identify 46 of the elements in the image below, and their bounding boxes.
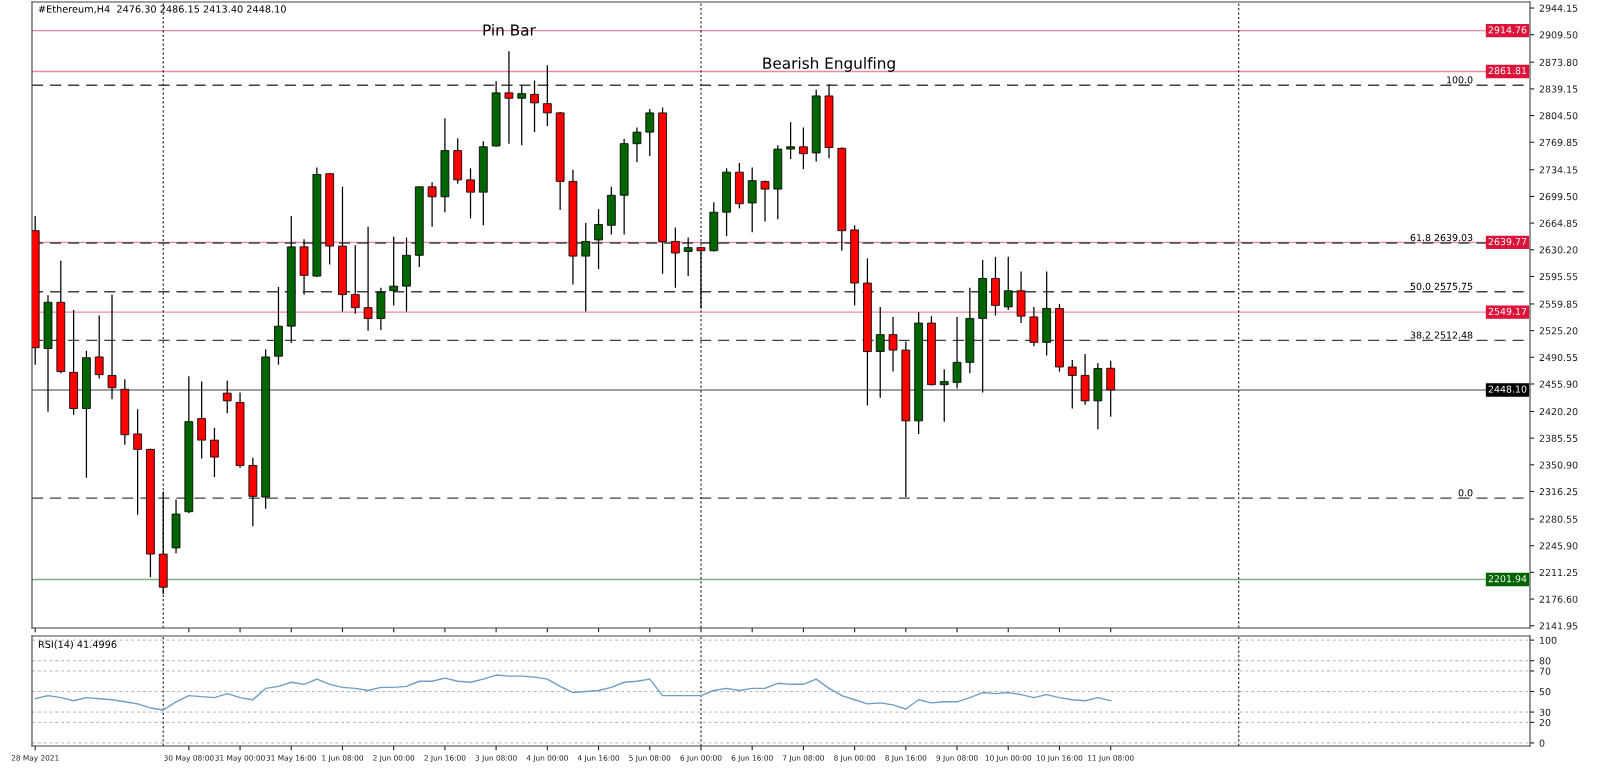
y-tick-label: 50	[1539, 688, 1551, 696]
y-tick-label: 2559.85	[1539, 300, 1578, 308]
y-tick-label: 2280.55	[1539, 515, 1578, 523]
y-tick-label: 2699.50	[1539, 193, 1578, 201]
y-tick-label: 30	[1539, 708, 1551, 716]
annotation: Pin Bar	[483, 23, 536, 36]
y-tick-label: 2664.85	[1539, 219, 1578, 227]
ref-line-label: 2861.81	[1488, 67, 1527, 75]
annotation: Bearish Engulfing	[763, 57, 895, 72]
y-tick-label: 2490.55	[1539, 353, 1578, 362]
ref-line-label: 2201.94	[1488, 575, 1527, 583]
y-tick-label: 2909.50	[1539, 31, 1578, 39]
annotation: 100.0	[1447, 76, 1473, 84]
ref-line-label: 2639.77	[1488, 238, 1527, 246]
y-tick-label: 2455.90	[1539, 380, 1578, 388]
y-tick-label: 2595.55	[1539, 273, 1578, 281]
ref-line-label: 61.8 2639.03	[1410, 234, 1473, 242]
y-tick-label: 2839.15	[1539, 85, 1578, 93]
y-tick-label: 70	[1539, 667, 1551, 675]
y-tick-label: 2804.50	[1539, 112, 1578, 120]
y-tick-label: 2350.90	[1539, 461, 1578, 469]
y-tick-label: 100	[1540, 636, 1557, 644]
y-tick-label: 2316.25	[1539, 488, 1578, 496]
ref-line-label: 50.0 2575.75	[1410, 282, 1473, 290]
y-tick-label: 2176.60	[1539, 595, 1578, 603]
y-tick-label: 0	[1539, 739, 1545, 747]
ref-line-label: 38.2 2512.48	[1410, 331, 1473, 339]
y-tick-label: 2734.15	[1539, 166, 1578, 174]
y-tick-label: 20	[1539, 718, 1551, 727]
ref-line-label: 2914.76	[1488, 26, 1527, 34]
chart-title: RSI(14) 41.4996	[38, 640, 117, 650]
ref-line-label: 2549.17	[1488, 307, 1527, 315]
y-tick-label: 2141.95	[1539, 622, 1578, 630]
ref-line-label: 2448.10	[1488, 385, 1527, 393]
y-tick-label: 2873.80	[1539, 58, 1578, 66]
y-tick-label: 2385.55	[1539, 434, 1578, 442]
y-tick-label: 2944.15	[1539, 4, 1578, 12]
y-tick-label: 2211.25	[1539, 568, 1578, 577]
y-tick-label: 2769.85	[1539, 138, 1578, 146]
annotation: 0.0	[1458, 489, 1473, 497]
y-tick-label: 2525.20	[1539, 327, 1578, 335]
chart-title: #Ethereum,H4 2476.30 2486.15 2413.40 2448.10	[38, 5, 286, 14]
y-tick-label: 2245.90	[1539, 542, 1578, 550]
y-tick-label: 2420.20	[1539, 408, 1578, 416]
y-tick-label: 80	[1539, 657, 1551, 665]
y-tick-label: 2630.20	[1539, 246, 1578, 254]
